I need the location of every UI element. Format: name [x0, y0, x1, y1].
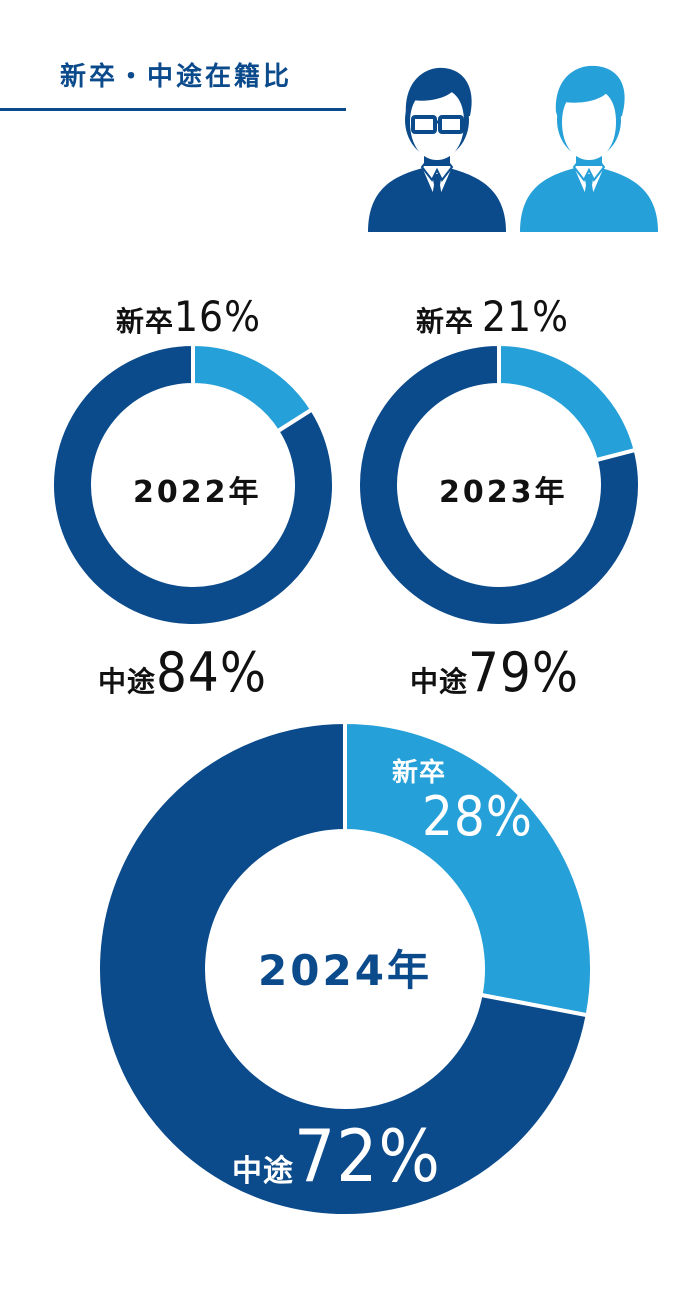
- donut-slice-chuto: [50, 341, 336, 628]
- donut-chart-2022: [50, 341, 336, 628]
- page-title: 新卒・中途在籍比: [60, 62, 293, 92]
- label-chuto-value: 72%: [294, 1114, 441, 1198]
- label-shinsotsu-text: 新卒: [416, 305, 475, 338]
- label-chuto-value: 79%: [468, 641, 579, 704]
- donut-slice-chuto: [96, 719, 590, 1218]
- label-shinsotsu-value: 21%: [482, 292, 569, 341]
- label-chuto-2022: 中途84%: [98, 646, 267, 700]
- label-shinsotsu-value: 16%: [174, 292, 261, 341]
- label-shinsotsu-value: 28%: [422, 785, 533, 848]
- center-label-2024: 2024年: [258, 946, 432, 995]
- label-chuto-2024: 中途72%: [232, 1120, 441, 1192]
- label-shinsotsu-text: 新卒: [392, 758, 447, 788]
- donut-chart-2023: [356, 341, 642, 628]
- label-chuto-text: 中途: [410, 665, 469, 698]
- label-chuto-2023: 中途79%: [410, 646, 579, 700]
- label-chuto-value: 84%: [156, 641, 267, 704]
- donut-slice-chuto: [356, 341, 642, 628]
- label-shinsotsu-2024: 新卒 28%: [392, 760, 533, 844]
- center-label-2022: 2022年: [133, 475, 262, 510]
- label-chuto-text: 中途: [98, 665, 157, 698]
- person-icon: [520, 65, 658, 232]
- people-illustration: [368, 65, 658, 232]
- person-with-glasses-icon: [368, 67, 506, 232]
- center-label-2023: 2023年: [439, 475, 568, 510]
- donut-chart-2024: [96, 719, 594, 1218]
- title-underline: [0, 108, 346, 111]
- donut-slice-shinsotsu: [497, 341, 639, 463]
- label-shinsotsu-2023: 新卒 21%: [416, 296, 569, 338]
- label-shinsotsu-2022: 新卒16%: [116, 296, 261, 338]
- donut-slice-shinsotsu: [343, 719, 594, 1018]
- donut-slice-shinsotsu: [191, 341, 315, 435]
- label-shinsotsu-text: 新卒: [116, 305, 175, 338]
- label-chuto-text: 中途: [232, 1154, 294, 1189]
